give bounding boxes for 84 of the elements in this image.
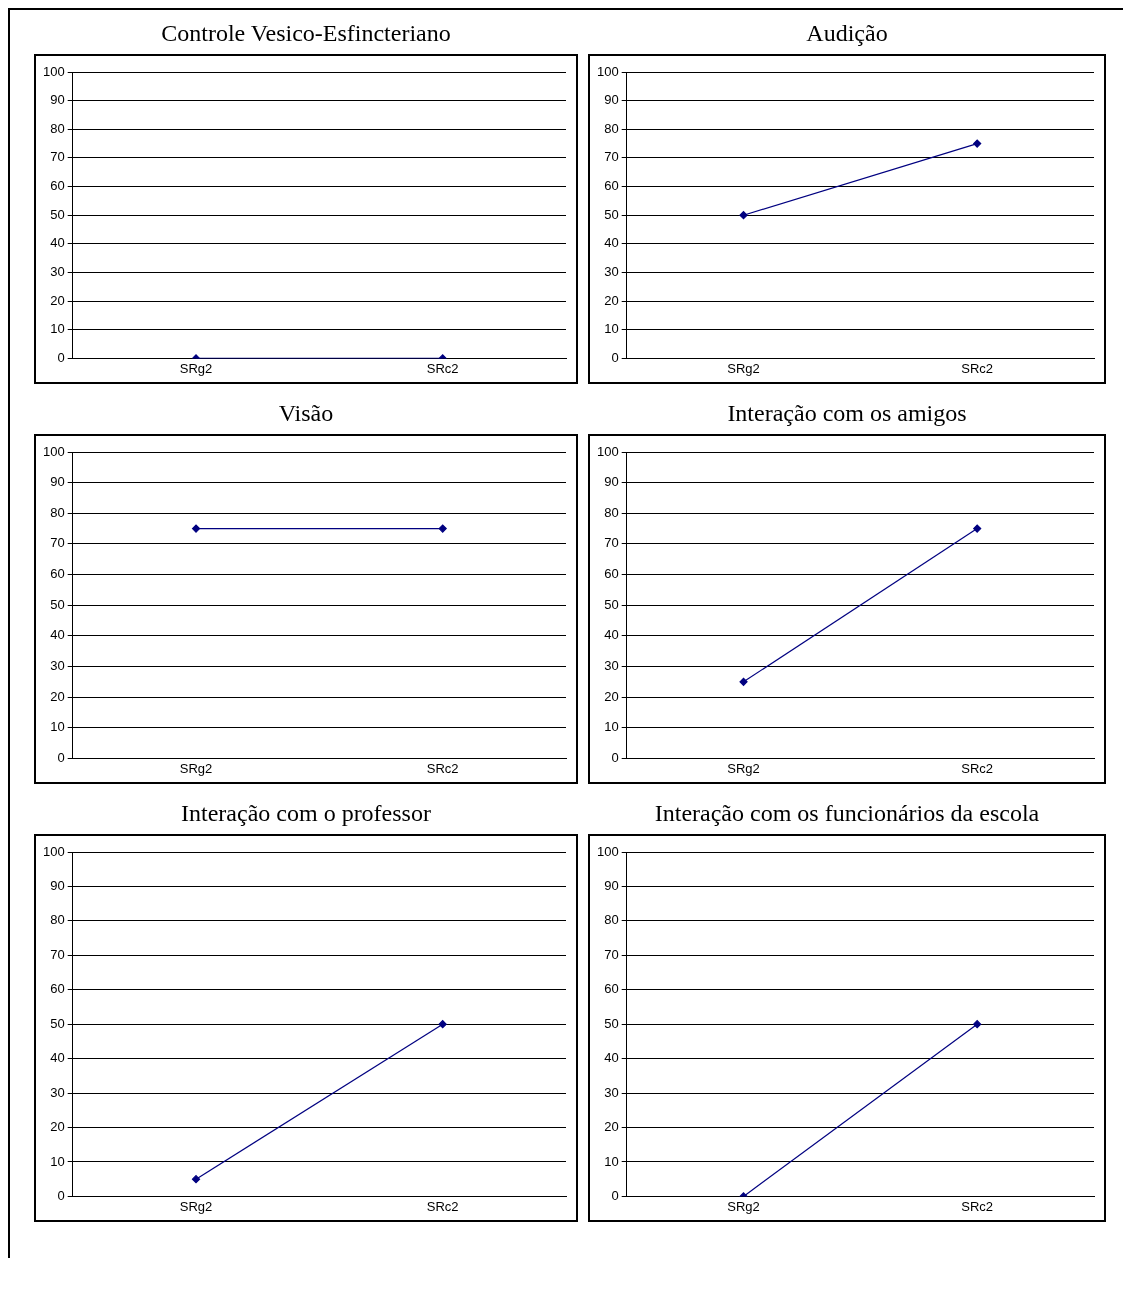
y-tick-label: 30	[604, 658, 619, 674]
y-tick-label: 90	[50, 92, 65, 108]
chart-title: Interação com os funcionários da escola	[653, 800, 1041, 828]
y-tick-label: 80	[604, 120, 619, 136]
y-tick-label: 10	[604, 1153, 619, 1169]
y-tick-label: 90	[50, 474, 65, 490]
chart-title: Audição	[805, 20, 889, 48]
x-tick-label: SRg2	[179, 760, 213, 776]
y-tick-label: 40	[604, 627, 619, 643]
y-tick-label: 20	[604, 1119, 619, 1135]
y-tick-label: 80	[604, 912, 619, 928]
x-tick-label: SRc2	[961, 1198, 994, 1214]
y-tick-label: 10	[604, 719, 619, 735]
y-tick-label: 100	[596, 843, 619, 859]
y-tick-label: 40	[50, 235, 65, 251]
y-tick-label: 10	[50, 719, 65, 735]
y-tick-label: 30	[604, 264, 619, 280]
y-tick-label: 90	[604, 92, 619, 108]
x-tick-label: SRc2	[426, 760, 459, 776]
y-tick-label: 80	[50, 912, 65, 928]
y-tick-label: 10	[50, 1153, 65, 1169]
y-tick-label: 30	[50, 1084, 65, 1100]
x-tick-label: SRc2	[961, 360, 994, 376]
y-tick-label: 80	[604, 504, 619, 520]
y-tick-label: 0	[57, 1187, 65, 1203]
y-tick-label: 100	[42, 63, 65, 79]
y-tick-label: 20	[50, 688, 65, 704]
y-tick-label: 60	[604, 566, 619, 582]
x-tick-label: SRg2	[727, 1198, 760, 1214]
y-tick-label: 0	[57, 749, 65, 765]
y-tick-label: 70	[50, 946, 65, 962]
y-tick-label: 100	[42, 843, 65, 859]
y-tick-label: 70	[50, 535, 65, 551]
chart-title: Controle Vesico-Esfincteriano	[160, 20, 452, 48]
y-tick-label: 20	[50, 1119, 65, 1135]
y-tick-label: 50	[604, 206, 619, 222]
x-tick-label: SRg2	[179, 360, 213, 376]
y-tick-label: 100	[596, 63, 619, 79]
y-tick-label: 0	[611, 349, 619, 365]
y-tick-label: 100	[596, 443, 619, 459]
y-tick-label: 30	[50, 264, 65, 280]
y-tick-label: 80	[50, 504, 65, 520]
y-tick-label: 50	[604, 596, 619, 612]
chart-title: Visão	[277, 400, 335, 428]
y-tick-label: 10	[50, 321, 65, 337]
y-tick-label: 40	[50, 627, 65, 643]
y-tick-label: 50	[50, 596, 65, 612]
y-tick-label: 60	[50, 566, 65, 582]
y-tick-label: 30	[604, 1084, 619, 1100]
x-tick-label: SRc2	[961, 760, 994, 776]
y-tick-label: 50	[604, 1015, 619, 1031]
y-tick-label: 90	[604, 474, 619, 490]
y-tick-label: 70	[50, 149, 65, 165]
y-tick-label: 50	[50, 1015, 65, 1031]
y-tick-label: 20	[50, 292, 65, 308]
x-tick-label: SRc2	[426, 1198, 459, 1214]
y-tick-label: 60	[50, 981, 65, 997]
y-tick-label: 60	[604, 178, 619, 194]
y-tick-label: 0	[611, 749, 619, 765]
y-tick-label: 70	[604, 535, 619, 551]
y-tick-label: 60	[604, 981, 619, 997]
y-tick-label: 10	[604, 321, 619, 337]
y-tick-label: 40	[50, 1050, 65, 1066]
chart-title: Interação com o professor	[180, 800, 432, 828]
y-tick-label: 90	[50, 878, 65, 894]
y-tick-label: 50	[50, 206, 65, 222]
chart-title: Interação com os amigos	[726, 400, 968, 428]
x-tick-label: SRg2	[179, 1198, 213, 1214]
y-tick-label: 40	[604, 235, 619, 251]
x-tick-label: SRg2	[727, 360, 760, 376]
y-tick-label: 20	[604, 292, 619, 308]
y-tick-label: 70	[604, 149, 619, 165]
y-tick-label: 100	[42, 443, 65, 459]
x-tick-label: SRg2	[727, 760, 760, 776]
y-tick-label: 80	[50, 120, 65, 136]
y-tick-label: 40	[604, 1050, 619, 1066]
y-tick-label: 20	[604, 688, 619, 704]
y-tick-label: 70	[604, 946, 619, 962]
y-tick-label: 0	[57, 349, 65, 365]
x-tick-label: SRc2	[426, 360, 459, 376]
y-tick-label: 30	[50, 658, 65, 674]
y-tick-label: 0	[611, 1187, 619, 1203]
y-tick-label: 60	[50, 178, 65, 194]
y-tick-label: 90	[604, 878, 619, 894]
